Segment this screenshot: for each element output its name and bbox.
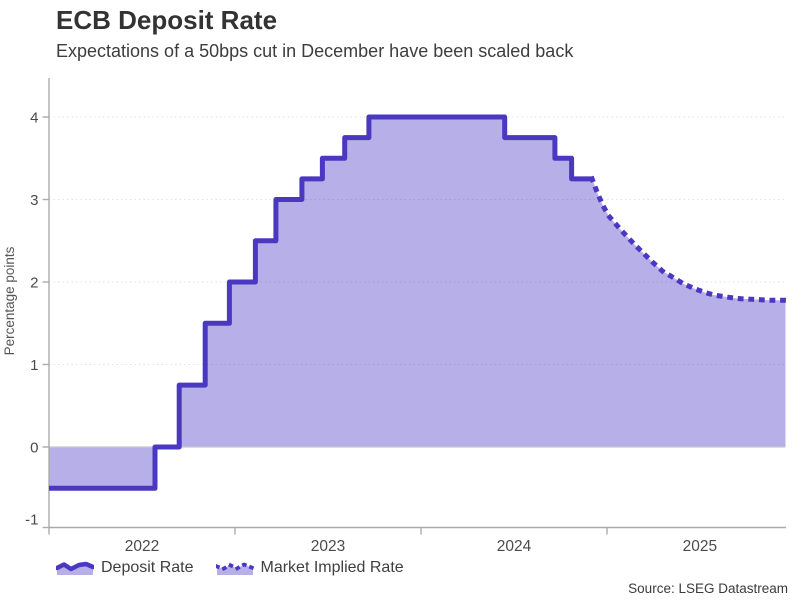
- y-tick-label: -1: [25, 512, 38, 529]
- x-tick-label: 2024: [497, 538, 532, 555]
- y-tick-label: 0: [30, 440, 38, 457]
- legend-label-deposit-rate: Deposit Rate: [101, 559, 194, 576]
- chart-title: ECB Deposit Rate: [56, 5, 278, 35]
- x-tick-label: 2022: [125, 538, 159, 555]
- legend-item-deposit-rate: Deposit Rate: [56, 559, 194, 577]
- deposit-rate-swatch-icon: [56, 561, 94, 575]
- area-fill: [49, 117, 786, 489]
- swatch-fill: [216, 564, 253, 575]
- x-tick-label: 2023: [311, 538, 345, 555]
- market-implied-rate-line: [588, 175, 788, 303]
- chart-legend: Deposit Rate Market Implied Rate: [56, 559, 404, 577]
- chart-subtitle: Expectations of a 50bps cut in December …: [56, 41, 574, 61]
- swatch-line: [215, 562, 254, 571]
- y-tick-label: 4: [30, 110, 38, 127]
- y-axis-title: Percentage points: [2, 246, 17, 355]
- source-attribution: Source: LSEG Datastream: [628, 581, 788, 596]
- y-tick-label: 3: [30, 192, 38, 209]
- x-tick-label: 2025: [683, 538, 717, 555]
- legend-item-market-implied-rate: Market Implied Rate: [215, 559, 404, 577]
- y-tick-label: 1: [30, 357, 38, 374]
- y-tick-label: 2: [30, 275, 38, 292]
- swatch-line: [56, 561, 94, 572]
- market-implied-rate-swatch-icon: [215, 562, 254, 575]
- deposit-rate-line: [49, 114, 593, 491]
- legend-label-market-implied-rate: Market Implied Rate: [260, 559, 404, 576]
